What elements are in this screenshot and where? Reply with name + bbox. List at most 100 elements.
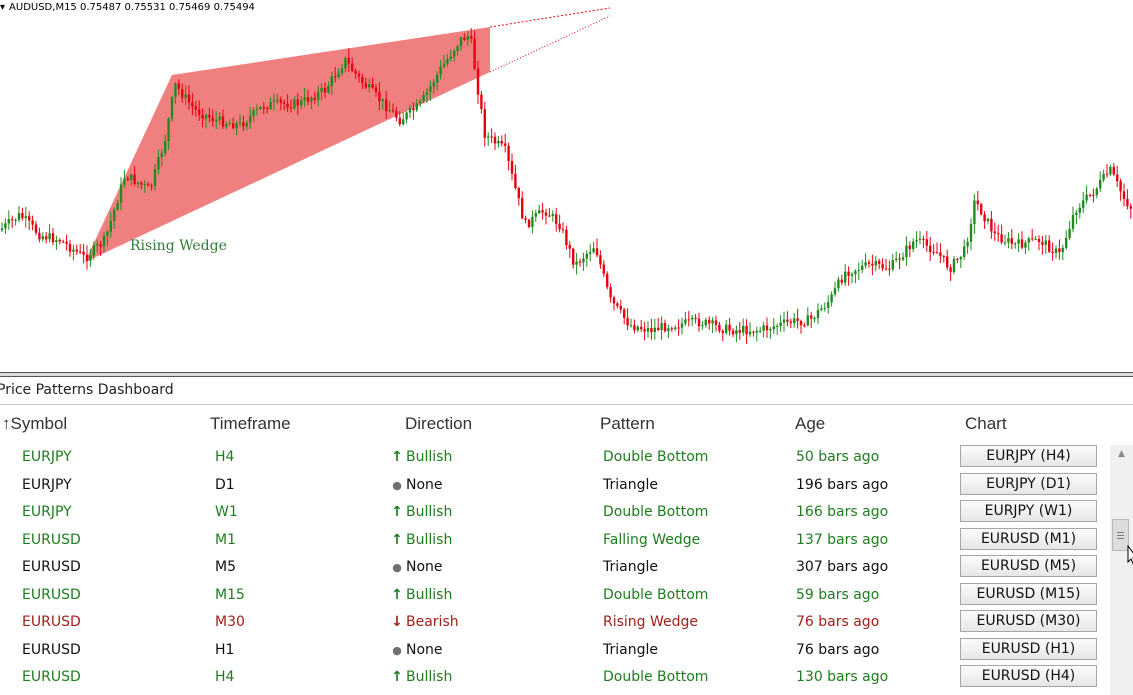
candle [113,207,116,229]
candle [738,321,741,340]
chart-symbol-quote: AUDUSD,M15 0.75487 0.75531 0.75469 0.754… [9,2,255,13]
candle [45,232,48,244]
table-row: EURJPY H4 ↑ Bullish Double Bottom 50 bars ago… [0,444,1105,471]
candle [568,241,571,258]
candle [905,236,908,267]
candle [1041,235,1044,255]
column-header-chart[interactable]: Chart [965,414,1007,433]
column-header-symbol[interactable]: ↑Symbol [2,414,68,433]
candle [198,100,201,121]
candle [1000,224,1003,245]
scroll-up-arrow-icon[interactable]: ▲ [1118,449,1125,459]
direction-label: Bullish [406,504,453,520]
open-chart-button[interactable]: EURUSD (M5) [960,555,1097,577]
candle [908,241,911,258]
candle [680,317,684,335]
pattern-cell: Double Bottom [603,586,709,603]
candle [997,224,1000,242]
candle [510,153,514,181]
candle [833,281,837,297]
candle [1088,193,1092,198]
candle [473,30,476,71]
wedge-upper-projection [489,7,611,28]
candle [527,218,531,229]
open-chart-button[interactable]: EURJPY (W1) [960,500,1097,522]
candle [68,239,72,257]
candle [405,110,408,124]
candle [41,232,44,242]
candle [34,220,38,236]
age-cell: 166 bars ago [796,504,889,520]
symbol-cell: EURJPY [22,449,72,465]
open-chart-button[interactable]: EURUSD (M1) [960,527,1097,550]
candle [534,209,537,222]
dot-icon: ● [392,643,402,657]
candle [980,202,983,216]
open-chart-button[interactable]: EURUSD (M30) [960,610,1097,632]
candle [837,276,840,292]
price-chart[interactable]: ▾ AUDUSD,M15 0.75487 0.75531 0.75469 0.75… [0,0,1133,372]
candle [643,321,646,341]
candle [7,210,10,230]
table-row: EURUSD M30 ↓ Bearish Rising Wedge 76 bars ago… [0,609,1105,636]
open-chart-button[interactable]: EURUSD (H1) [960,637,1097,660]
open-chart-button[interactable]: EURJPY (D1) [960,472,1097,495]
timeframe-cell: M15 [215,586,245,603]
column-header-direction[interactable]: Direction [405,414,473,433]
candle [701,321,704,330]
chart-header: ▾ AUDUSD,M15 0.75487 0.75531 0.75469 0.75… [0,2,255,13]
direction-label: Bullish [406,586,453,603]
open-chart-button[interactable]: EURJPY (H4) [960,445,1097,467]
age-cell: 59 bars ago [796,586,880,603]
table-row: EURUSD H4 ↑ Bullish Double Bottom 130 bars ag… [0,664,1105,691]
direction-cell: ↓ Bearish [390,609,458,636]
candle [973,194,976,235]
candle [204,113,208,129]
open-chart-button[interactable]: EURUSD (H4) [960,665,1097,687]
candle [772,318,775,334]
timeframe-cell: H1 [215,641,235,658]
arrow-up-icon: ↑ [391,504,403,520]
candle [932,244,935,256]
candle [388,101,391,113]
candle [708,316,711,330]
symbol-cell: EURUSD [22,641,81,658]
pattern-cell: Rising Wedge [603,614,699,630]
candle [252,107,255,122]
candle [453,49,456,62]
open-chart-button[interactable]: EURUSD (M15) [960,582,1097,605]
candle [357,70,361,83]
candle [572,247,575,269]
candle [901,252,905,262]
candle [361,73,364,90]
column-header-pattern[interactable]: Pattern [600,414,655,433]
candle [619,299,622,314]
candle [177,79,180,96]
candle [24,206,27,228]
candle [946,249,949,271]
candle [262,101,265,115]
candle [425,88,429,104]
candle [623,307,626,325]
candle [170,95,174,122]
candle [102,231,106,253]
candle [789,318,792,329]
candle [412,102,415,120]
candle [565,225,568,250]
candle [861,259,864,273]
column-header-age[interactable]: Age [795,414,826,433]
panel-splitter[interactable] [0,372,1133,377]
candle [123,169,126,188]
column-header-timeframe[interactable]: Timeframe [210,414,291,433]
candle [925,231,928,252]
candle [993,222,996,241]
triangle-down-icon: ▾ [0,2,6,13]
candle [65,234,68,251]
candle [640,319,643,332]
scroll-thumb[interactable] [1112,519,1129,551]
vertical-scrollbar[interactable]: ▲ [1110,445,1133,695]
candle [310,95,313,110]
candle [1095,186,1098,199]
candle [334,66,337,83]
candle [55,235,58,250]
